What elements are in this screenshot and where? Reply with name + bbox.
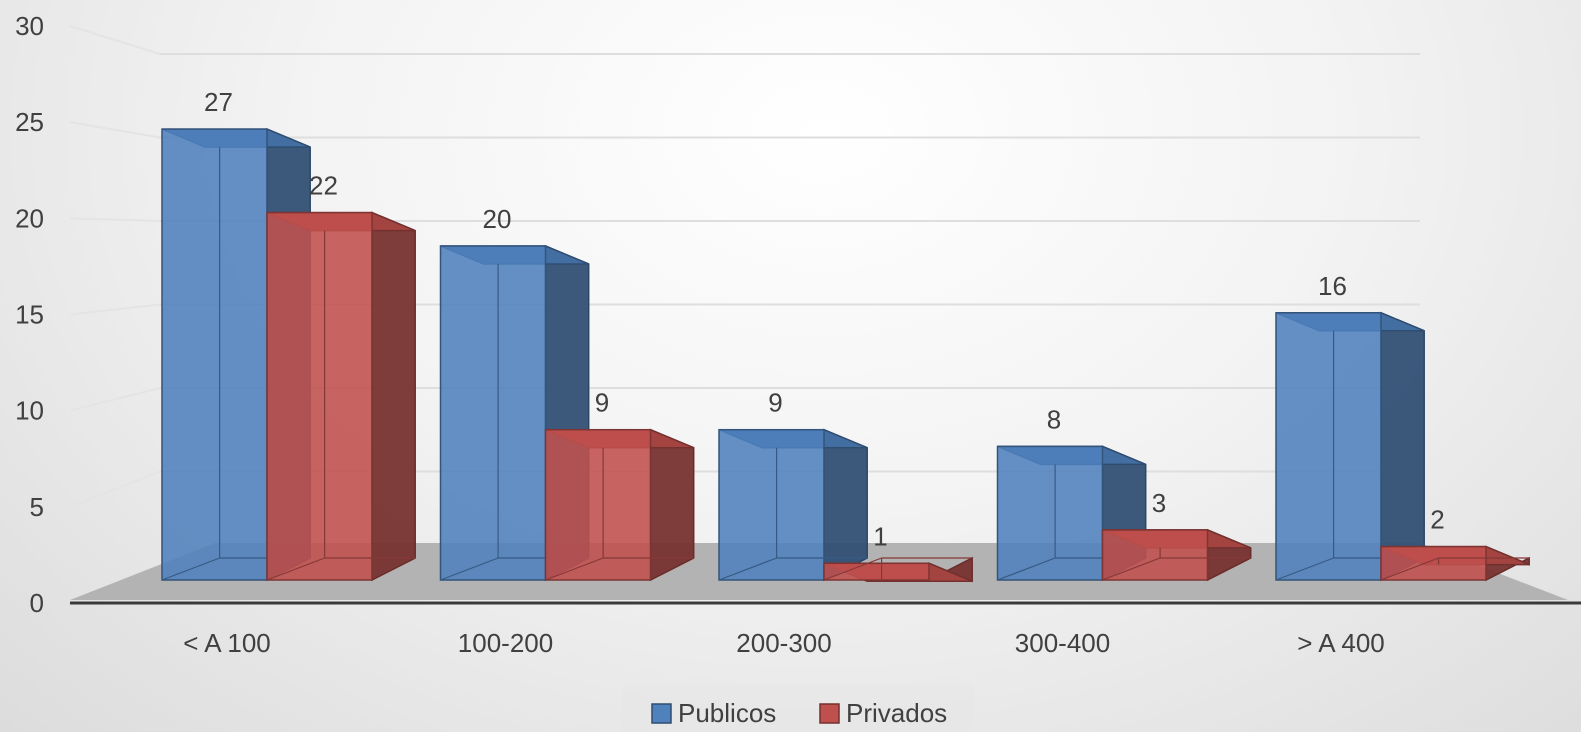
legend-swatch (819, 703, 840, 724)
bar-privados (1380, 545, 1530, 582)
bar-privados (1101, 528, 1252, 582)
gridline-side (69, 25, 161, 55)
data-label-publicos: 27 (204, 87, 233, 117)
data-labels: 27 22 20 9 9 1 8 3 16 2 (204, 87, 1445, 551)
bar-publicos (439, 244, 590, 582)
y-tick-label: 30 (15, 11, 44, 41)
data-label-privados: 2 (1430, 505, 1444, 535)
bar-publicos (1275, 311, 1425, 582)
legend-item-publicos: Publicos (651, 698, 776, 728)
category-label: 100-200 (458, 628, 553, 658)
data-label-privados: 22 (309, 171, 338, 201)
category-label: < A 100 (183, 628, 270, 658)
data-label-privados: 1 (873, 521, 887, 551)
y-tick-label: 15 (15, 300, 44, 330)
data-label-publicos: 9 (768, 388, 782, 418)
data-label-publicos: 20 (483, 204, 512, 234)
x-axis: < A 100 100-200 200-300 300-400 > A 400 (183, 628, 1384, 658)
legend-label: Publicos (678, 698, 776, 728)
y-axis: 0 5 10 15 20 25 30 (15, 11, 1581, 618)
legend-item-privados: Privados (819, 698, 947, 728)
legend-label: Privados (846, 698, 947, 728)
bar-privados (823, 556, 973, 583)
category-label: > A 400 (1297, 628, 1384, 658)
y-tick-label: 5 (30, 492, 44, 522)
bars (161, 127, 1530, 583)
gridline-side (69, 303, 161, 316)
data-label-publicos: 8 (1047, 404, 1061, 434)
gridline-side (69, 470, 161, 508)
gridline-side (69, 387, 161, 412)
gridline-side (69, 217, 161, 222)
legend: Publicos Privados (622, 685, 974, 732)
legend-swatch (651, 703, 672, 724)
gridline-side (69, 121, 161, 139)
category-label: 300-400 (1015, 628, 1110, 658)
bar-publicos (718, 428, 868, 582)
bar-privados (266, 211, 416, 582)
y-tick-label: 20 (15, 203, 44, 233)
category-label: 200-300 (736, 628, 831, 658)
data-label-privados: 3 (1152, 488, 1166, 518)
y-tick-label: 10 (15, 396, 44, 426)
bar-privados (544, 428, 695, 582)
y-tick-label: 25 (15, 107, 44, 137)
data-label-privados: 9 (595, 388, 609, 418)
data-label-publicos: 16 (1318, 271, 1347, 301)
y-tick-label: 0 (30, 588, 44, 618)
legend-box (622, 685, 974, 732)
